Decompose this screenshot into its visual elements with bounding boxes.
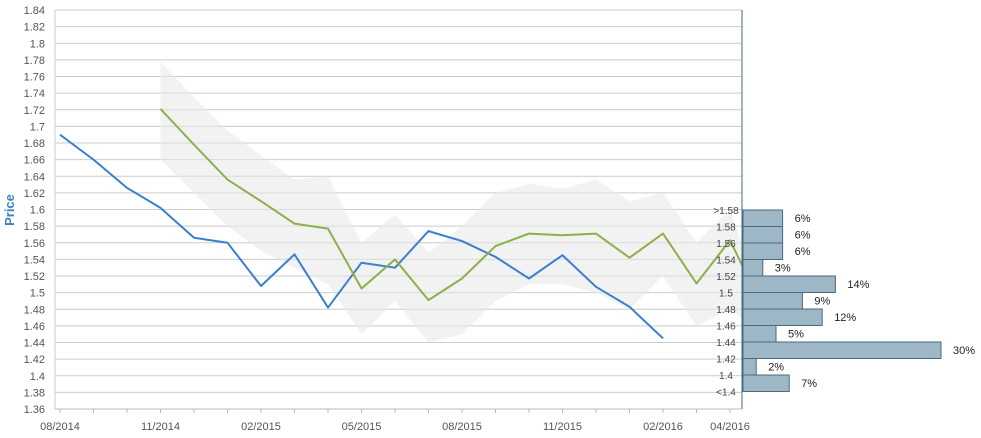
- histogram-bar: [742, 308, 823, 326]
- histogram-bar: [742, 275, 836, 293]
- histogram-bar: [742, 242, 784, 260]
- x-tick-label: 11/2015: [543, 421, 582, 433]
- range-band-area: [160, 61, 764, 343]
- y-tick-label: 1.54: [24, 254, 45, 266]
- y-tick-label: 1.44: [24, 338, 45, 350]
- y-tick-label: 1.4: [30, 371, 45, 383]
- y-tick-label: 1.56: [24, 238, 45, 250]
- x-tick-label: 04/2016: [710, 421, 750, 433]
- histogram-bar: [742, 226, 784, 244]
- histogram-pct-label: 30%: [953, 345, 975, 357]
- histogram-pct-label: 9%: [814, 296, 830, 308]
- series-line-1: [59, 133, 664, 340]
- histogram-bin-label: 1.58: [716, 223, 736, 234]
- range-band: [160, 61, 764, 343]
- y-tick-label: 1.42: [24, 354, 45, 366]
- y-tick-label: 1.6: [30, 205, 45, 217]
- y-tick-label: 1.74: [24, 88, 45, 100]
- y-tick-label: 1.84: [24, 5, 45, 17]
- histogram-bar: [742, 374, 790, 392]
- histogram-bin-label: 1.48: [716, 305, 736, 316]
- histogram-pct-label: 12%: [834, 312, 856, 324]
- x-tick-label: 05/2015: [342, 421, 382, 433]
- histogram-bin-label: 1.44: [716, 338, 736, 349]
- x-tick-label: 08/2015: [442, 421, 482, 433]
- histogram-pct-label: 6%: [795, 213, 811, 225]
- y-tick-label: 1.62: [24, 188, 45, 200]
- histogram-bin-label: <1.4: [716, 388, 736, 399]
- y-tick-label: 1.48: [24, 304, 45, 316]
- histogram-bin-label: 1.46: [716, 322, 736, 333]
- y-tick-label: 1.7: [30, 121, 45, 133]
- series-line-2: [159, 108, 765, 310]
- histogram-bin-label: 1.56: [716, 239, 736, 250]
- histogram-bar: [742, 358, 757, 376]
- histogram-bar: [742, 341, 942, 359]
- histogram-pct-label: 14%: [847, 279, 869, 291]
- distribution-histogram: >1.58 6% 1.58 6% 1.56 6% 1.54 3% 1.52 14% 1.5 9% 1.4…: [713, 206, 975, 399]
- histogram-pct-label: 7%: [801, 378, 817, 390]
- histogram-bar: [742, 209, 784, 227]
- y-tick-label: 1.64: [24, 171, 45, 183]
- y-tick-label: 1.78: [24, 55, 45, 67]
- y-tick-label: 1.68: [24, 138, 45, 150]
- x-tick-label: 11/2014: [141, 421, 180, 433]
- histogram-bar: [742, 259, 764, 277]
- y-tick-label: 1.52: [24, 271, 45, 283]
- y-tick-label: 1.38: [24, 387, 45, 399]
- axes: 1.84 1.82 1.8 1.78 1.76 1.74 1.72 1.7 1.68 1.66 1.…: [24, 5, 750, 433]
- y-tick-label: 1.58: [24, 221, 45, 233]
- histogram-pct-label: 2%: [768, 362, 784, 374]
- histogram-bin-label: 1.42: [716, 355, 736, 366]
- histogram-bin-label: 1.5: [719, 289, 733, 300]
- histogram-bin-label: >1.58: [713, 206, 739, 217]
- histogram-bin-label: 1.54: [716, 256, 736, 267]
- y-tick-label: 1.72: [24, 105, 45, 117]
- x-tick-label: 08/2014: [40, 421, 80, 433]
- histogram-bar: [742, 325, 777, 343]
- histogram-bin-label: 1.4: [719, 371, 733, 382]
- y-tick-label: 1.66: [24, 155, 45, 167]
- y-tick-label: 1.76: [24, 72, 45, 84]
- x-tick-label: 02/2015: [241, 421, 281, 433]
- x-tick-label: 02/2016: [643, 421, 683, 433]
- histogram-pct-label: 6%: [795, 246, 811, 258]
- y-tick-label: 1.82: [24, 22, 45, 34]
- series-lines: [59, 108, 765, 340]
- y-axis-label: Price: [2, 194, 17, 226]
- y-tick-label: 1.46: [24, 321, 45, 333]
- histogram-pct-label: 5%: [788, 329, 804, 341]
- histogram-bar: [742, 292, 803, 310]
- y-tick-label: 1.5: [30, 288, 45, 300]
- histogram-bin-label: 1.52: [716, 272, 736, 283]
- histogram-pct-label: 6%: [795, 230, 811, 242]
- y-tick-label: 1.36: [24, 404, 45, 416]
- histogram-pct-label: 3%: [775, 263, 791, 275]
- y-tick-label: 1.8: [30, 38, 45, 50]
